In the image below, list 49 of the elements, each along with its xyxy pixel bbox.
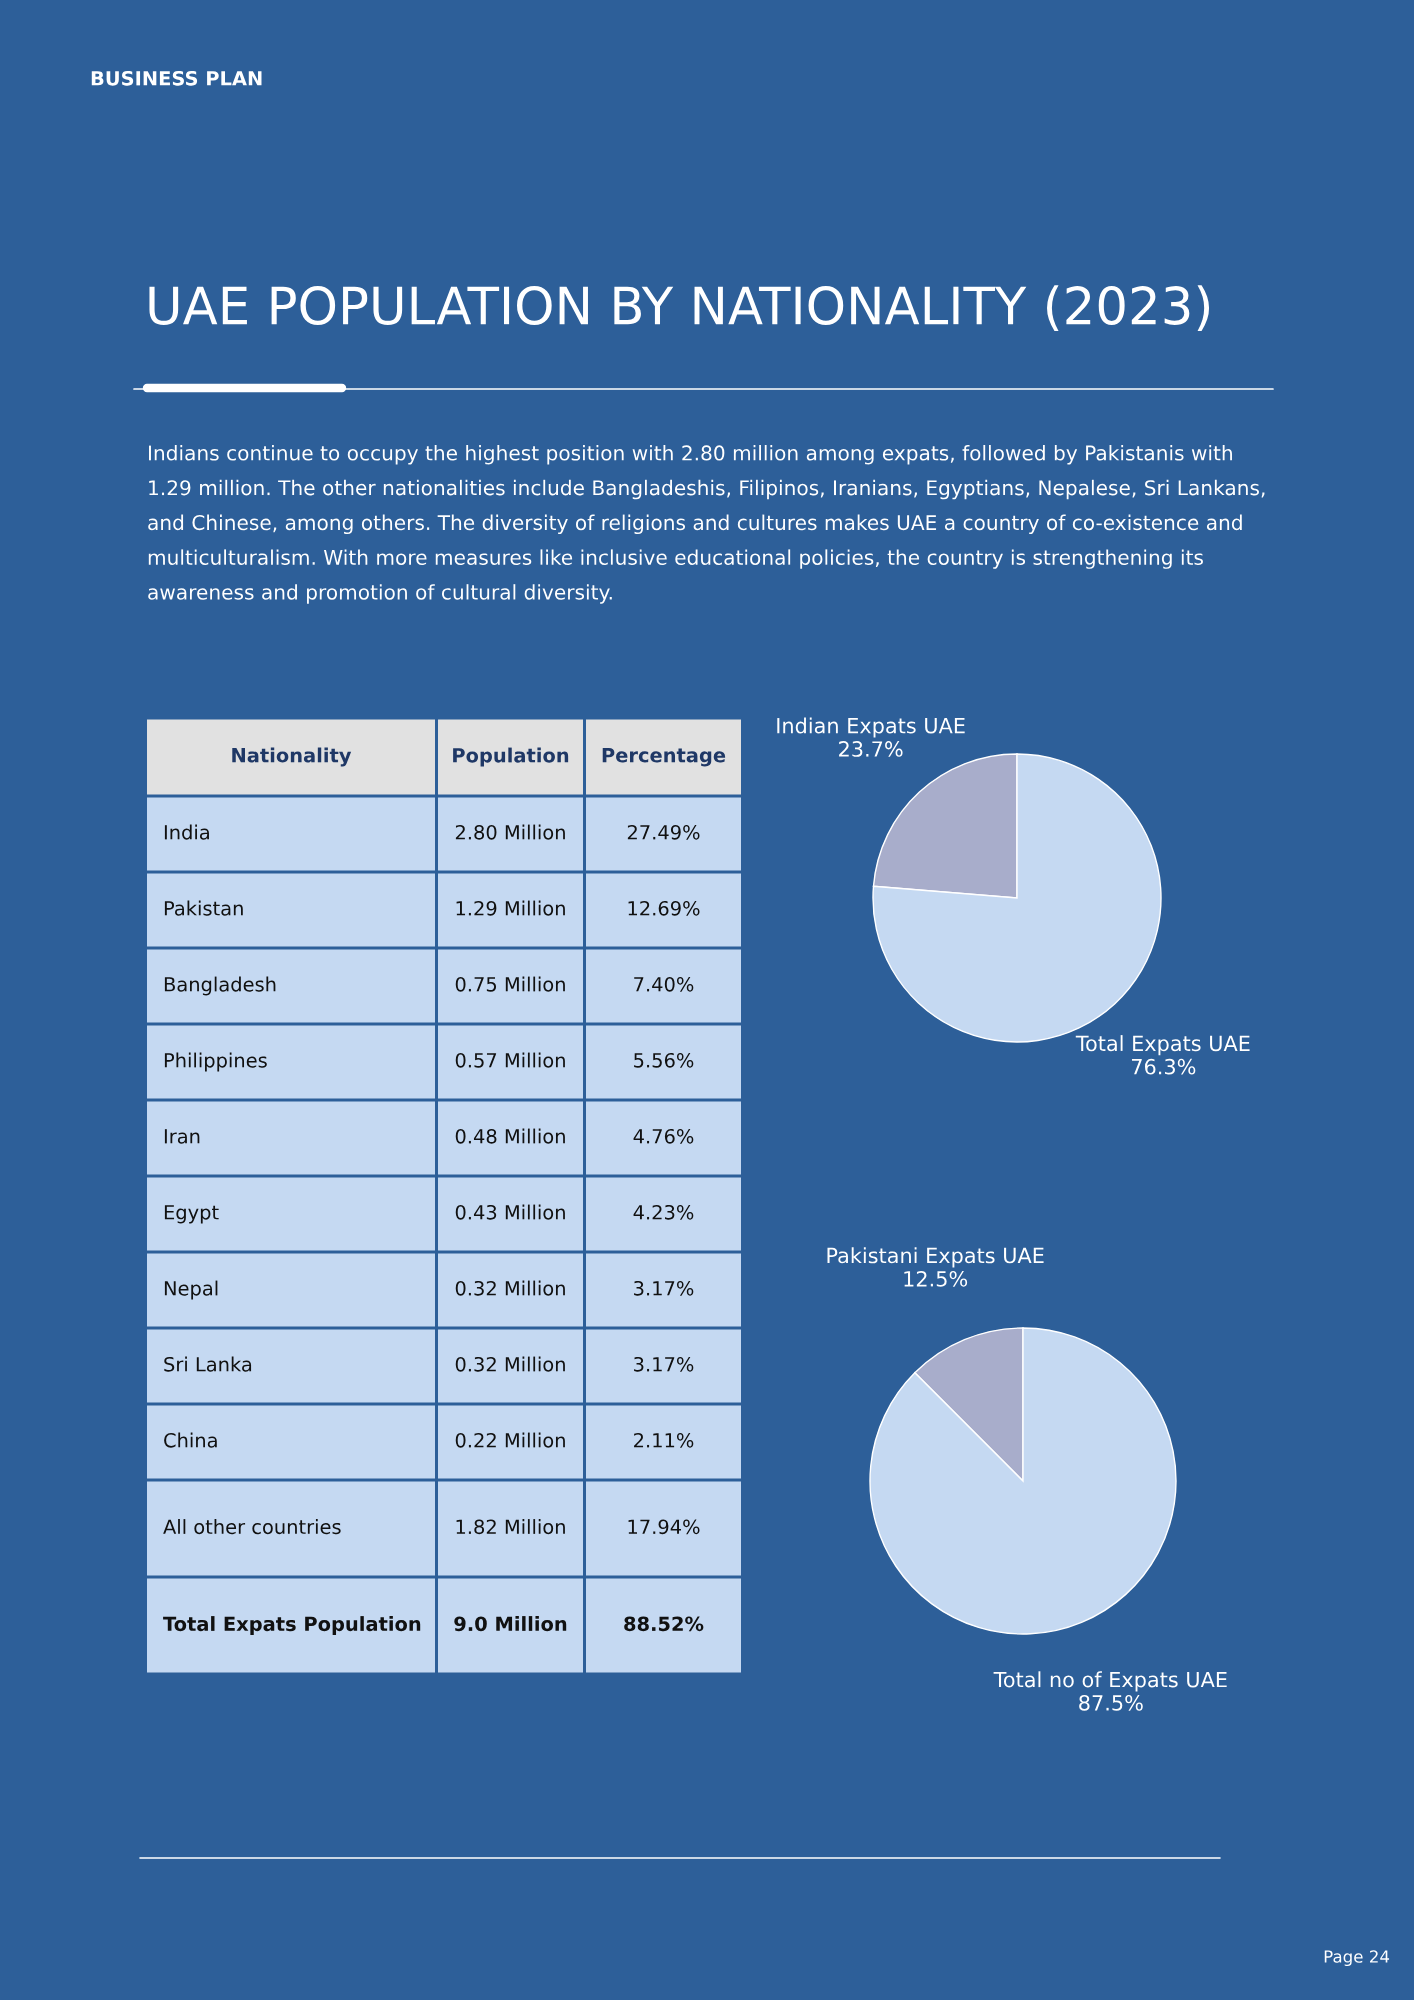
data-label: 0.43 Million xyxy=(455,1204,565,1220)
category-label: Bangladesh xyxy=(164,976,276,996)
data-label: 12.69% xyxy=(628,900,700,916)
data-label: 9.0 Million xyxy=(454,1616,567,1632)
data-label: 7.40% xyxy=(634,976,694,992)
category-label: All other countries xyxy=(163,1519,341,1535)
slice-label: Indian Expats UAE xyxy=(777,717,965,738)
data-label: 1.29 Million xyxy=(456,900,565,916)
data-label: 87.5% xyxy=(1079,1694,1143,1711)
slice-label: Total Expats UAE xyxy=(1075,1035,1250,1056)
series-label: Percentage xyxy=(602,748,726,767)
data-label: 2.11% xyxy=(634,1432,694,1448)
category-label: China xyxy=(164,1432,217,1448)
text: Indians continue to occupy the highest position with 2.80 million among expats, followed by Pakistanis with 1.29 million. The other nationalities include Bangladeshis, Filipinos, Iranians, Egyptians, Nepalese, Sri Lankans, and Chinese, among others. The diversity of religions and cultures makes UAE a country of co-existence and multiculturalism. With more measures like inclusive educational policies, the country is strengthening its awareness and promotion of cultural diversity. xyxy=(148,445,1265,604)
data-label: 0.22 Million xyxy=(455,1432,565,1448)
category-label: Sri Lanka xyxy=(164,1356,252,1372)
data-label: 88.52% xyxy=(624,1616,704,1632)
data-label: 2.80 Million xyxy=(455,824,565,840)
data-label: 3.17% xyxy=(634,1356,694,1372)
category-label: Pakistan xyxy=(164,900,243,916)
text: BUSINESS PLAN xyxy=(91,70,262,86)
data-label: 23.7% xyxy=(839,741,903,757)
data-label: 0.57 Million xyxy=(455,1052,565,1068)
pie-slice xyxy=(869,1327,1177,1635)
data-label: 3.17% xyxy=(634,1280,694,1296)
data-label: 27.49% xyxy=(627,824,700,840)
category-label: Iran xyxy=(164,1129,200,1144)
data-label: 12.5% xyxy=(904,1270,968,1287)
text: UAE POPULATION BY NATIONALITY (2023) xyxy=(149,285,1210,331)
category-label: Egypt xyxy=(164,1205,219,1224)
data-label: 76.3% xyxy=(1131,1058,1196,1075)
series-label: Population xyxy=(453,747,569,767)
category-label: Philippines xyxy=(164,1052,267,1072)
data-label: 17.94% xyxy=(628,1519,700,1535)
slice-label: Total no of Expats UAE xyxy=(993,1671,1227,1692)
data-label: 0.32 Million xyxy=(455,1280,565,1296)
data-label: 0.32 Million xyxy=(455,1356,565,1372)
data-label: 4.23% xyxy=(633,1204,694,1220)
data-label: 1.82 Million xyxy=(456,1519,565,1535)
text: Nationality xyxy=(232,747,352,767)
category-label: India xyxy=(164,824,209,840)
data-label: 4.76% xyxy=(633,1128,694,1144)
text: Page 24 xyxy=(1324,1950,1390,1967)
slice-label: Pakistani Expats UAE xyxy=(827,1247,1044,1268)
data-label: 0.75 Million xyxy=(455,976,565,992)
category-label: Total Expats Population xyxy=(163,1616,421,1635)
category-label: Nepal xyxy=(164,1280,218,1300)
data-label: 5.56% xyxy=(634,1052,694,1068)
data-label: 0.48 Million xyxy=(455,1128,565,1144)
